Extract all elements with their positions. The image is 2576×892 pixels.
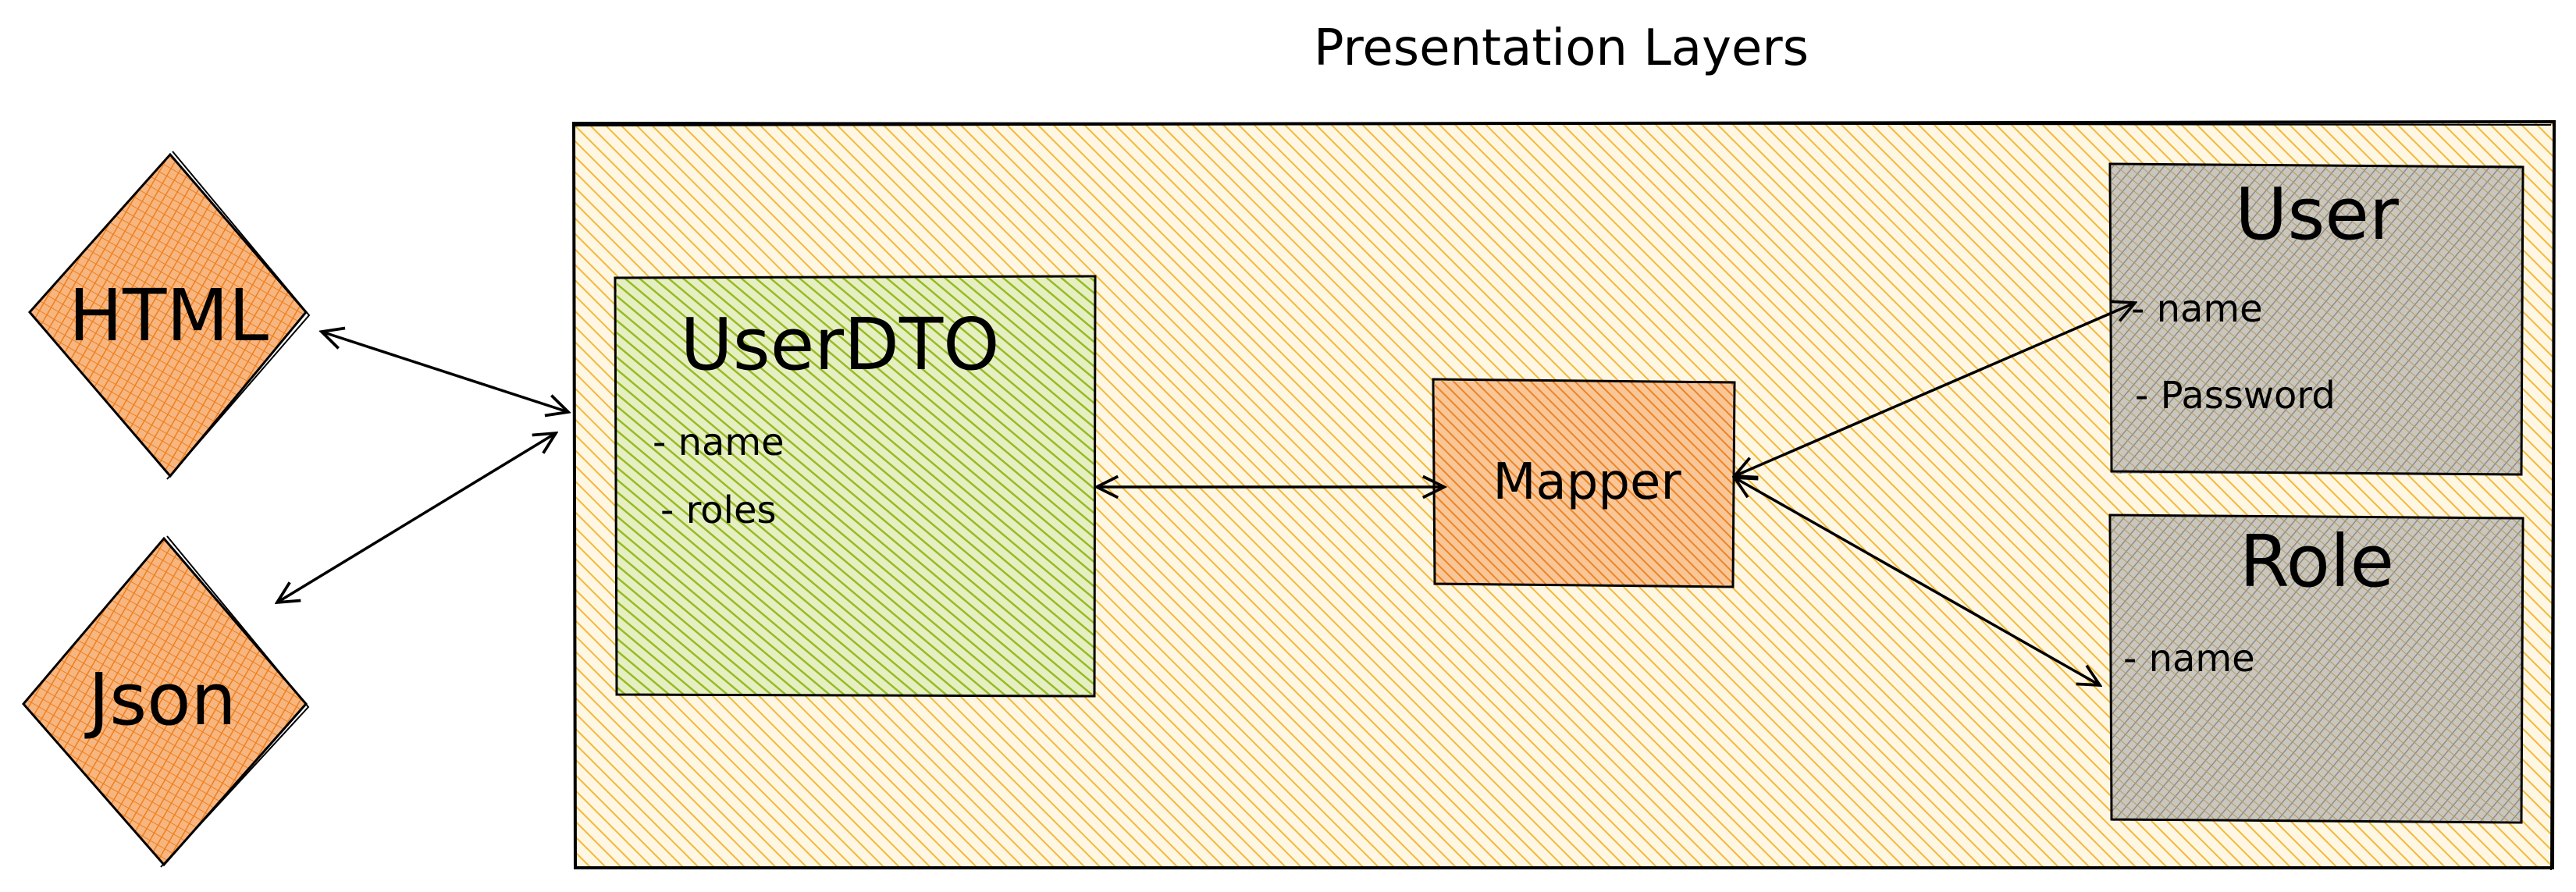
json-node <box>22 535 310 868</box>
role-title: Role <box>2239 520 2395 603</box>
json-node-label: Json <box>88 658 237 741</box>
connectors <box>277 303 2135 685</box>
edge-json-layer <box>277 433 556 602</box>
userdto-field-roles: - roles <box>660 489 777 532</box>
user-node <box>2108 162 2524 476</box>
user-field-password: - Password <box>2135 374 2336 418</box>
mapper-label: Mapper <box>1493 453 1681 511</box>
role-field-name: - name <box>2123 637 2255 681</box>
user-title: User <box>2235 172 2399 256</box>
html-node-label: HTML <box>68 274 269 357</box>
role-node <box>2108 514 2524 824</box>
userdto-title: UserDTO <box>680 303 1000 386</box>
edge-html-layer <box>322 332 568 412</box>
diagram-title: Presentation Layers <box>1313 20 1809 77</box>
user-field-name: - name <box>2131 287 2263 331</box>
edge-mapper-role <box>1735 478 2100 685</box>
edge-mapper-user <box>1735 303 2135 476</box>
userdto-field-name: - name <box>653 421 785 464</box>
mapper-node <box>1432 378 1736 588</box>
userdto-node <box>614 275 1097 698</box>
html-node <box>28 151 311 480</box>
